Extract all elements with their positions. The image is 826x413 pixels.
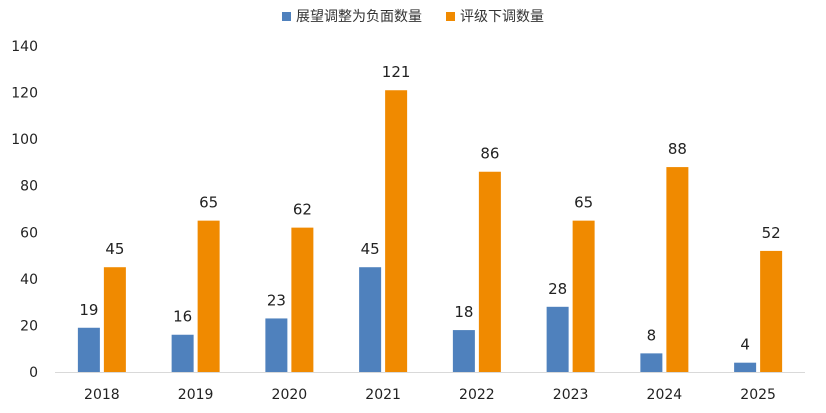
bar-outlook-negative — [77, 327, 100, 372]
bar-rating-downgrade — [666, 167, 689, 372]
data-label: 18 — [454, 303, 473, 321]
data-label: 45 — [105, 240, 124, 258]
legend-item-series-2: 评级下调数量 — [446, 6, 544, 26]
legend-label-series-2: 评级下调数量 — [460, 9, 544, 25]
x-tick-label: 2018 — [84, 387, 120, 403]
data-label: 86 — [480, 145, 499, 163]
y-tick-label: 20 — [20, 318, 38, 334]
bar-rating-downgrade — [478, 171, 501, 372]
bar-rating-downgrade — [385, 90, 408, 372]
bar-rating-downgrade — [197, 220, 220, 372]
y-tick-label: 60 — [20, 225, 38, 241]
bar-rating-downgrade — [572, 220, 595, 372]
data-label: 52 — [762, 224, 781, 242]
legend-label-series-1: 展望调整为负面数量 — [296, 9, 422, 25]
data-label: 45 — [361, 240, 380, 258]
x-tick-label: 2019 — [178, 387, 214, 403]
bar-outlook-negative — [452, 330, 475, 372]
legend-swatch-series-1 — [282, 11, 291, 21]
data-label: 65 — [199, 194, 218, 212]
legend-item-series-1: 展望调整为负面数量 — [282, 6, 422, 26]
bar-outlook-negative — [546, 306, 569, 372]
data-label: 88 — [668, 140, 687, 158]
data-label: 16 — [173, 308, 192, 326]
data-label: 8 — [647, 326, 657, 344]
legend-swatch-series-2 — [446, 11, 455, 21]
bar-rating-downgrade — [760, 250, 783, 372]
y-axis: 0 20 40 60 80 100 120 140 — [11, 39, 38, 381]
x-tick-label: 2022 — [459, 387, 495, 403]
y-tick-label: 120 — [11, 86, 38, 102]
bar-outlook-negative — [171, 334, 194, 372]
legend: 展望调整为负面数量 评级下调数量 — [0, 6, 826, 26]
bar-outlook-negative — [265, 318, 288, 372]
x-tick-label: 2020 — [272, 387, 308, 403]
data-label: 23 — [267, 291, 286, 309]
x-tick-label: 2023 — [553, 387, 589, 403]
bar-outlook-negative — [734, 362, 757, 372]
bar-rating-downgrade — [291, 227, 314, 372]
data-label: 19 — [79, 301, 98, 319]
x-tick-label: 2021 — [365, 387, 401, 403]
data-label: 4 — [740, 336, 750, 354]
data-label: 121 — [382, 63, 411, 81]
x-tick-label: 2024 — [647, 387, 683, 403]
y-tick-label: 0 — [29, 365, 38, 381]
x-tick-label: 2025 — [740, 387, 776, 403]
bar-rating-downgrade — [103, 267, 126, 372]
x-axis: 2018 2019 2020 2021 2022 2023 2024 2025 — [55, 372, 805, 403]
bar-outlook-negative — [359, 267, 382, 372]
y-tick-label: 100 — [11, 132, 38, 148]
y-tick-label: 140 — [11, 39, 38, 55]
y-tick-label: 80 — [20, 179, 38, 195]
bar-outlook-negative — [640, 353, 663, 372]
data-label: 62 — [293, 201, 312, 219]
data-label: 28 — [548, 280, 567, 298]
data-label: 65 — [574, 194, 593, 212]
y-tick-label: 40 — [20, 272, 38, 288]
